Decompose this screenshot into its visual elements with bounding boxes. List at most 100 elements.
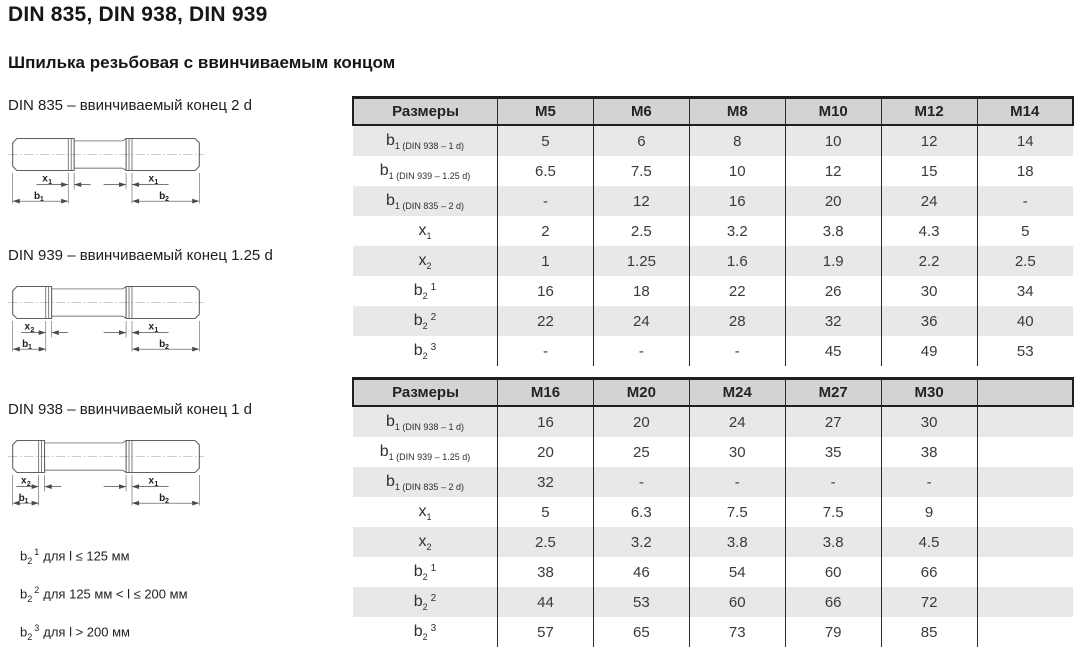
row-label-sub: 1 xyxy=(426,511,432,522)
row-label-base: b xyxy=(386,472,395,490)
value-cell: 30 xyxy=(880,276,978,306)
value-cell: 32 xyxy=(784,306,882,336)
row-label-sub: 2 xyxy=(422,320,428,331)
dimension-label-sub: 2 xyxy=(165,343,169,351)
footnote: b23 для l > 200 мм xyxy=(20,623,188,642)
value-cell xyxy=(976,557,1073,587)
row-label: b1 (DIN 835 – 2 d) xyxy=(353,186,498,216)
row-label-sub: 1 (DIN 835 – 2 d) xyxy=(394,200,464,211)
row-label: b22 xyxy=(353,306,498,336)
value-cell: 22 xyxy=(688,276,786,306)
value-cell: 38 xyxy=(880,437,978,467)
row-label-base: b xyxy=(386,131,395,149)
value-cell: 1.9 xyxy=(784,246,882,276)
value-cell: 20 xyxy=(784,186,882,216)
dimension-label-sub: 2 xyxy=(165,497,169,505)
row-label-base: b xyxy=(413,341,423,359)
row-label-sup: 3 xyxy=(430,341,437,353)
column-header: M24 xyxy=(688,377,786,407)
value-cell: 35 xyxy=(784,437,882,467)
row-label: b23 xyxy=(353,336,498,366)
value-cell: 24 xyxy=(592,306,690,336)
row-label-base: b xyxy=(413,592,423,610)
row-label-sub: 1 (DIN 939 – 1.25 d) xyxy=(388,451,471,462)
row-label-sup: 1 xyxy=(430,562,437,574)
value-cell: 38 xyxy=(497,557,594,587)
value-cell: 60 xyxy=(784,557,882,587)
footnote: b21 для l ≤ 125 мм xyxy=(20,547,188,566)
value-cell: 20 xyxy=(497,437,594,467)
row-label-sup: 3 xyxy=(430,622,437,634)
footnote-text: для l > 200 мм xyxy=(43,624,130,640)
dimension-label: b xyxy=(159,339,165,350)
footnote-symbol-sup: 2 xyxy=(34,584,40,595)
value-cell: 3.2 xyxy=(688,216,786,246)
value-cell: 15 xyxy=(880,156,978,186)
footnote-symbol: b xyxy=(20,586,28,602)
table-row: b1 (DIN 835 – 2 d) 32- - - - xyxy=(353,467,1073,497)
value-cell: 66 xyxy=(880,557,978,587)
row-label-base: b xyxy=(413,622,423,640)
value-cell xyxy=(976,497,1073,527)
footnote-symbol-sub: 2 xyxy=(27,555,33,566)
value-cell: 73 xyxy=(688,617,786,647)
dimension-label-sub: 1 xyxy=(40,195,44,203)
value-cell: 27 xyxy=(784,406,882,437)
value-cell: 6 xyxy=(592,125,690,156)
table-row: b21 16 18 22 26 30 34 xyxy=(353,276,1073,306)
footnote-symbol: b xyxy=(20,548,28,564)
footnote: b22 для 125 мм < l ≤ 200 мм xyxy=(20,585,188,604)
table-row: b23 57 65 73 79 85 xyxy=(353,617,1073,647)
row-label-sub: 2 xyxy=(422,290,428,301)
row-header-column: Размеры xyxy=(352,377,498,407)
dimension-label-sub: 1 xyxy=(28,343,32,351)
value-cell: 20 xyxy=(592,406,690,437)
row-label: x2 xyxy=(353,246,498,276)
value-cell xyxy=(976,527,1073,557)
value-cell: 40 xyxy=(976,306,1073,336)
value-cell xyxy=(976,467,1073,497)
value-cell: 7.5 xyxy=(688,497,786,527)
value-cell: 54 xyxy=(688,557,786,587)
row-label-base: b xyxy=(413,311,423,329)
value-cell: 85 xyxy=(880,617,978,647)
figure-caption-din938: DIN 938 – ввинчиваемый конец 1 d xyxy=(8,401,252,418)
value-cell: - xyxy=(592,467,690,497)
stud-drawing-din939: x 2 x 1 b 1 b 2 xyxy=(8,286,204,352)
value-cell: 28 xyxy=(688,306,786,336)
row-label-base: x xyxy=(418,251,427,269)
row-label-sub: 2 xyxy=(422,350,428,361)
dimension-label: x xyxy=(42,174,48,185)
column-header: M20 xyxy=(592,377,690,407)
row-label-base: b xyxy=(386,191,395,209)
footnote-symbol: b xyxy=(20,624,28,640)
row-label: b1 (DIN 939 – 1.25 d) xyxy=(353,156,498,186)
table-row: b1 (DIN 938 – 1 d) 5 6 8 10 12 14 xyxy=(353,125,1073,156)
dimension-label: b xyxy=(19,493,25,504)
value-cell: 7.5 xyxy=(784,497,882,527)
value-cell: - xyxy=(688,467,786,497)
value-cell: - xyxy=(497,336,594,366)
dimension-label: x xyxy=(25,322,31,333)
value-cell: - xyxy=(976,186,1073,216)
value-cell: 2.5 xyxy=(497,527,594,557)
value-cell: 2.5 xyxy=(592,216,690,246)
column-header: M8 xyxy=(688,96,786,126)
footnote-text: для 125 мм < l ≤ 200 мм xyxy=(43,586,188,602)
value-cell: 3.8 xyxy=(688,527,786,557)
value-cell xyxy=(976,587,1073,617)
table-row: b21 38 46 54 60 66 xyxy=(353,557,1073,587)
value-cell: 8 xyxy=(688,125,786,156)
value-cell: 65 xyxy=(592,617,690,647)
table-row: b1 (DIN 939 – 1.25 d) 20 25 30 35 38 xyxy=(353,437,1073,467)
footnote-symbol-sup: 3 xyxy=(34,622,40,633)
value-cell: 2 xyxy=(497,216,594,246)
value-cell: - xyxy=(497,186,594,216)
value-cell: 3.8 xyxy=(784,527,882,557)
value-cell: 36 xyxy=(880,306,978,336)
row-label: b23 xyxy=(353,617,498,647)
value-cell: 53 xyxy=(976,336,1073,366)
value-cell: 24 xyxy=(688,406,786,437)
value-cell: 12 xyxy=(784,156,882,186)
value-cell: - xyxy=(880,467,978,497)
